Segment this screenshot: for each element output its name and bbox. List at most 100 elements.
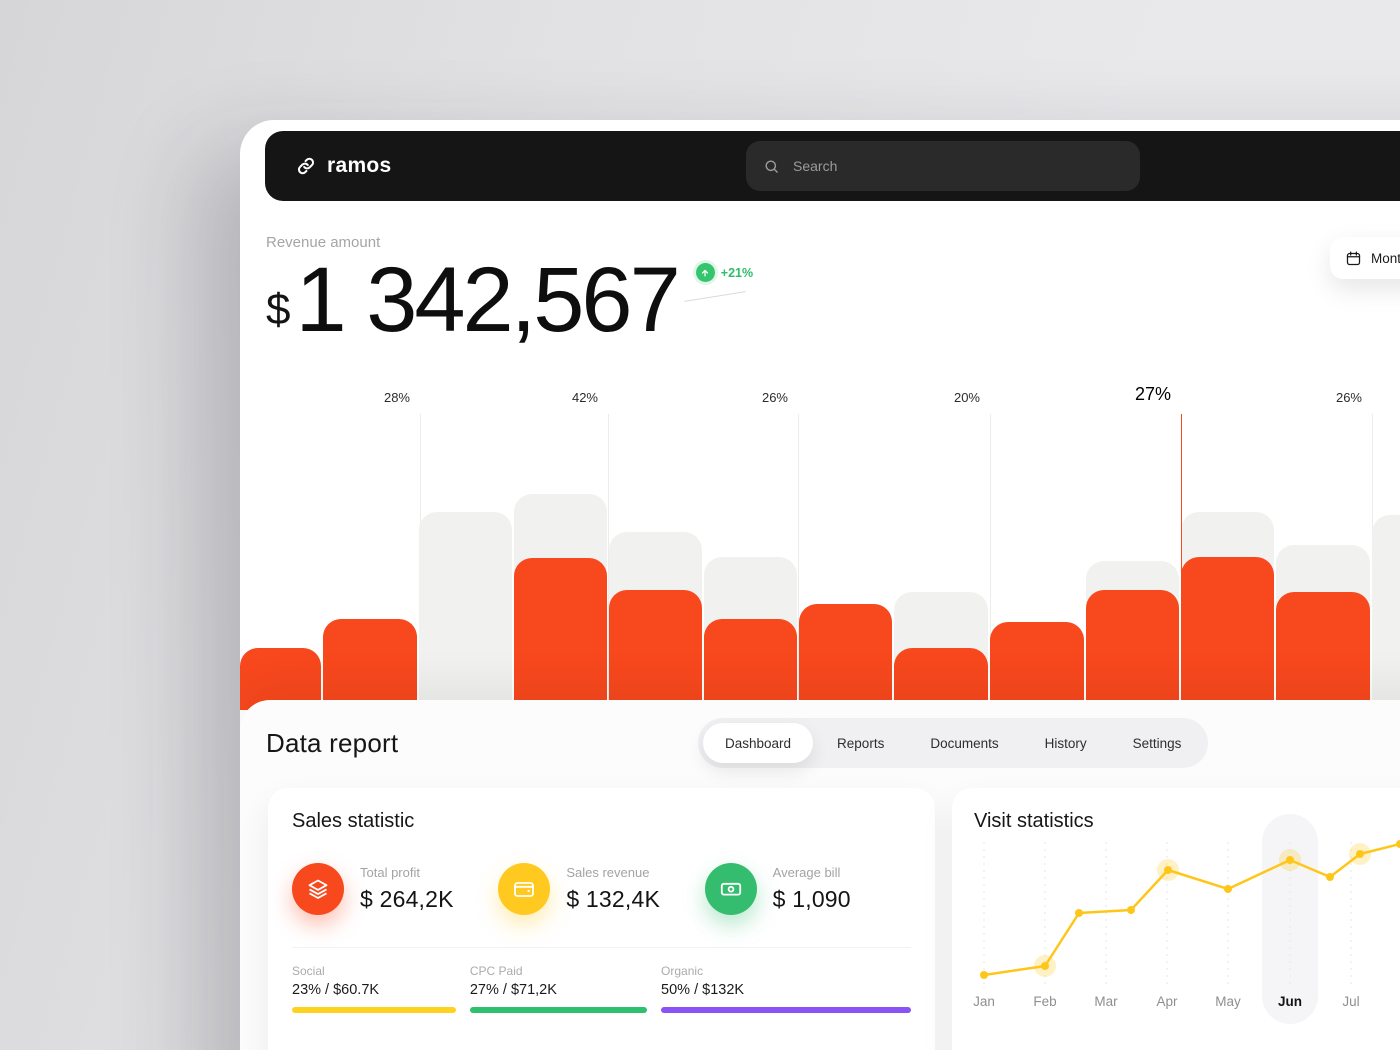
visit-data-point (1396, 840, 1400, 848)
arrow-up-icon (695, 263, 715, 282)
sales-statistic-title: Sales statistic (292, 810, 415, 832)
bar-current (894, 648, 988, 710)
month-label-apr: Apr (1156, 994, 1178, 1009)
sales-statistic-card: Sales statistic Total profit $ 264,2K Sale… (268, 788, 935, 1050)
report-tabs: Dashboard Reports Documents History Settings (698, 718, 1209, 768)
visit-data-point (1164, 866, 1172, 874)
month-label-mar: Mar (1094, 994, 1118, 1009)
channel-organic: Organic 50% / $132K (661, 964, 911, 1013)
tab-settings[interactable]: Settings (1111, 723, 1204, 763)
metric-label: Total profit (360, 865, 420, 880)
chart-tick-label: 20% (953, 390, 980, 405)
bar-current (323, 619, 417, 710)
search-bar[interactable] (746, 141, 1140, 191)
period-label: Monthly (1371, 250, 1400, 266)
channel-progress-bar (469, 1007, 648, 1013)
revenue-label: Revenue amount (266, 234, 381, 251)
visit-statistics-card: Visit statistics Jan Feb Mar Apr May Jun Jul (952, 788, 1400, 1050)
app-window: ramos Monthly Revenue amount $ 1 342,567 (240, 120, 1400, 1050)
data-report-panel: Data report Dashboard Reports Documents His… (240, 700, 1400, 1050)
brand-logo[interactable]: ramos (295, 131, 392, 201)
visit-data-point (1286, 856, 1294, 864)
metric-value: $ 1,090 (772, 886, 851, 912)
calendar-icon (1346, 250, 1361, 265)
delta-value: +21% (720, 265, 754, 280)
chart-highlight-gridline (1181, 414, 1182, 710)
search-input[interactable] (791, 157, 1123, 175)
metric-value: $ 132,4K (566, 886, 661, 912)
revenue-amount: 1 342,567 (295, 249, 680, 351)
wallet-icon (498, 863, 551, 915)
sales-metrics: Total profit $ 264,2K Sales revenue $ 132,4… (292, 863, 911, 915)
revenue-bar-chart: 28% 42% 26% 20% 27% 26% (240, 384, 1400, 710)
channel-progress-bar (661, 1007, 911, 1013)
tab-dashboard[interactable]: Dashboard (703, 723, 814, 763)
bar-current (1086, 590, 1179, 710)
visit-chart-svg (980, 840, 1400, 984)
bill-icon (704, 863, 757, 915)
metric-sales-revenue: Sales revenue $ 132,4K (498, 863, 704, 915)
tab-history[interactable]: History (1023, 723, 1109, 763)
channel-label: CPC Paid (469, 964, 523, 978)
channel-value: 23% / $60.7K (292, 982, 380, 998)
layers-icon (292, 863, 344, 915)
bar-previous (419, 512, 512, 710)
channel-value: 50% / $132K (661, 982, 745, 998)
visit-data-point (1127, 906, 1135, 914)
bar-current (609, 590, 702, 710)
metric-average-bill: Average bill $ 1,090 (704, 863, 911, 915)
visit-trend-line (982, 842, 1400, 977)
bar-current (240, 648, 321, 710)
visit-data-point (980, 971, 988, 979)
report-cards: Sales statistic Total profit $ 264,2K Sale… (268, 788, 1400, 1050)
chart-tick-label: 27% (1134, 384, 1171, 404)
visit-statistics-title: Visit statistics (974, 810, 1094, 832)
tab-reports[interactable]: Reports (815, 723, 906, 763)
visit-data-point (1356, 850, 1364, 858)
chart-gridline (608, 414, 609, 710)
metric-total-profit: Total profit $ 264,2K (292, 863, 498, 915)
month-label-jan: Jan (973, 994, 995, 1009)
channel-progress-bar (292, 1007, 456, 1013)
metric-label: Average bill (772, 865, 841, 880)
visit-data-point (1075, 909, 1083, 917)
tab-documents[interactable]: Documents (908, 723, 1020, 763)
bar-previous (1372, 515, 1400, 710)
metric-text: Average bill $ 1,090 (773, 865, 851, 913)
channel-social: Social 23% / $60.7K (292, 964, 456, 1013)
sales-channels: Social 23% / $60.7K CPC Paid 27% / $71,2K Or… (292, 947, 911, 1013)
currency-symbol: $ (266, 285, 291, 335)
chart-gridline (798, 414, 799, 710)
chart-gridline (990, 414, 991, 710)
month-label-feb: Feb (1033, 994, 1057, 1009)
metric-value: $ 264,2K (360, 886, 454, 912)
search-icon (765, 159, 778, 173)
bar-current (704, 619, 797, 710)
month-label-may: May (1215, 994, 1241, 1009)
data-report-title: Data report (266, 728, 399, 758)
month-label-jun: Jun (1277, 994, 1302, 1009)
bar-current (1181, 557, 1274, 710)
bar-current (1276, 592, 1370, 710)
bar-current (990, 622, 1084, 710)
chart-tick-label: 28% (383, 390, 410, 405)
logo-text: ramos (327, 154, 392, 177)
revenue-delta-badge: +21% (695, 263, 754, 282)
chart-tick-label: 26% (761, 390, 788, 405)
metric-label: Sales revenue (566, 865, 650, 880)
visit-data-point (1041, 962, 1049, 970)
channel-label: Organic (661, 964, 704, 978)
channel-label: Social (292, 964, 325, 978)
topbar: ramos (265, 131, 1400, 201)
metric-text: Total profit $ 264,2K (360, 865, 454, 913)
chart-tick-label: 26% (1335, 390, 1362, 405)
month-label-jul: Jul (1342, 994, 1360, 1009)
channel-value: 27% / $71,2K (469, 982, 557, 998)
visit-data-point (1326, 873, 1334, 881)
period-selector-button[interactable]: Monthly (1330, 237, 1400, 279)
visit-line-chart: Jan Feb Mar Apr May Jun Jul (972, 840, 1400, 1022)
channel-cpc-paid: CPC Paid 27% / $71,2K (469, 964, 648, 1013)
bar-current (514, 558, 607, 710)
bar-current (799, 604, 892, 710)
